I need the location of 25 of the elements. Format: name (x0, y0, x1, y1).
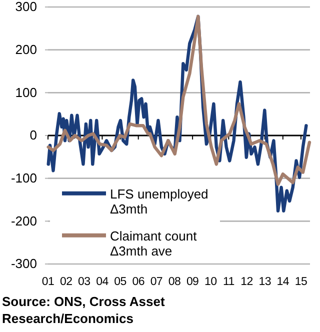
y-tick-label: -200 (10, 213, 37, 228)
x-tick-label: 04 (96, 276, 110, 288)
x-tick-label: 09 (186, 276, 199, 288)
x-tick-label: 14 (276, 276, 290, 288)
y-tick-label: 0 (30, 128, 37, 143)
legend-label: LFS unemployed Δ3mth (110, 186, 208, 216)
x-tick-label: 07 (150, 276, 163, 288)
x-tick-label: 01 (42, 276, 54, 288)
y-tick-label: 300 (15, 0, 37, 14)
x-tick-label: 02 (60, 276, 72, 288)
x-tick-label: 08 (168, 276, 181, 288)
x-tick-label: 12 (240, 276, 253, 288)
x-tick-label: 06 (132, 276, 144, 288)
y-tick-label: -100 (10, 170, 37, 186)
x-tick-label: 11 (223, 276, 234, 288)
y-tick-label: 200 (15, 42, 37, 57)
x-tick-label: 15 (294, 276, 308, 288)
x-tick-label: 13 (258, 276, 271, 288)
x-tick-label: 05 (114, 276, 126, 288)
x-tick-label: 10 (204, 276, 217, 288)
y-tick-label: 100 (15, 84, 37, 100)
legend-label: Claimant count Δ3mth ave (110, 228, 198, 258)
source-note: Source: ONS, Cross Asset Research/Economics (2, 294, 166, 326)
y-tick-label: -300 (10, 256, 37, 272)
x-tick-label: 03 (78, 276, 90, 288)
